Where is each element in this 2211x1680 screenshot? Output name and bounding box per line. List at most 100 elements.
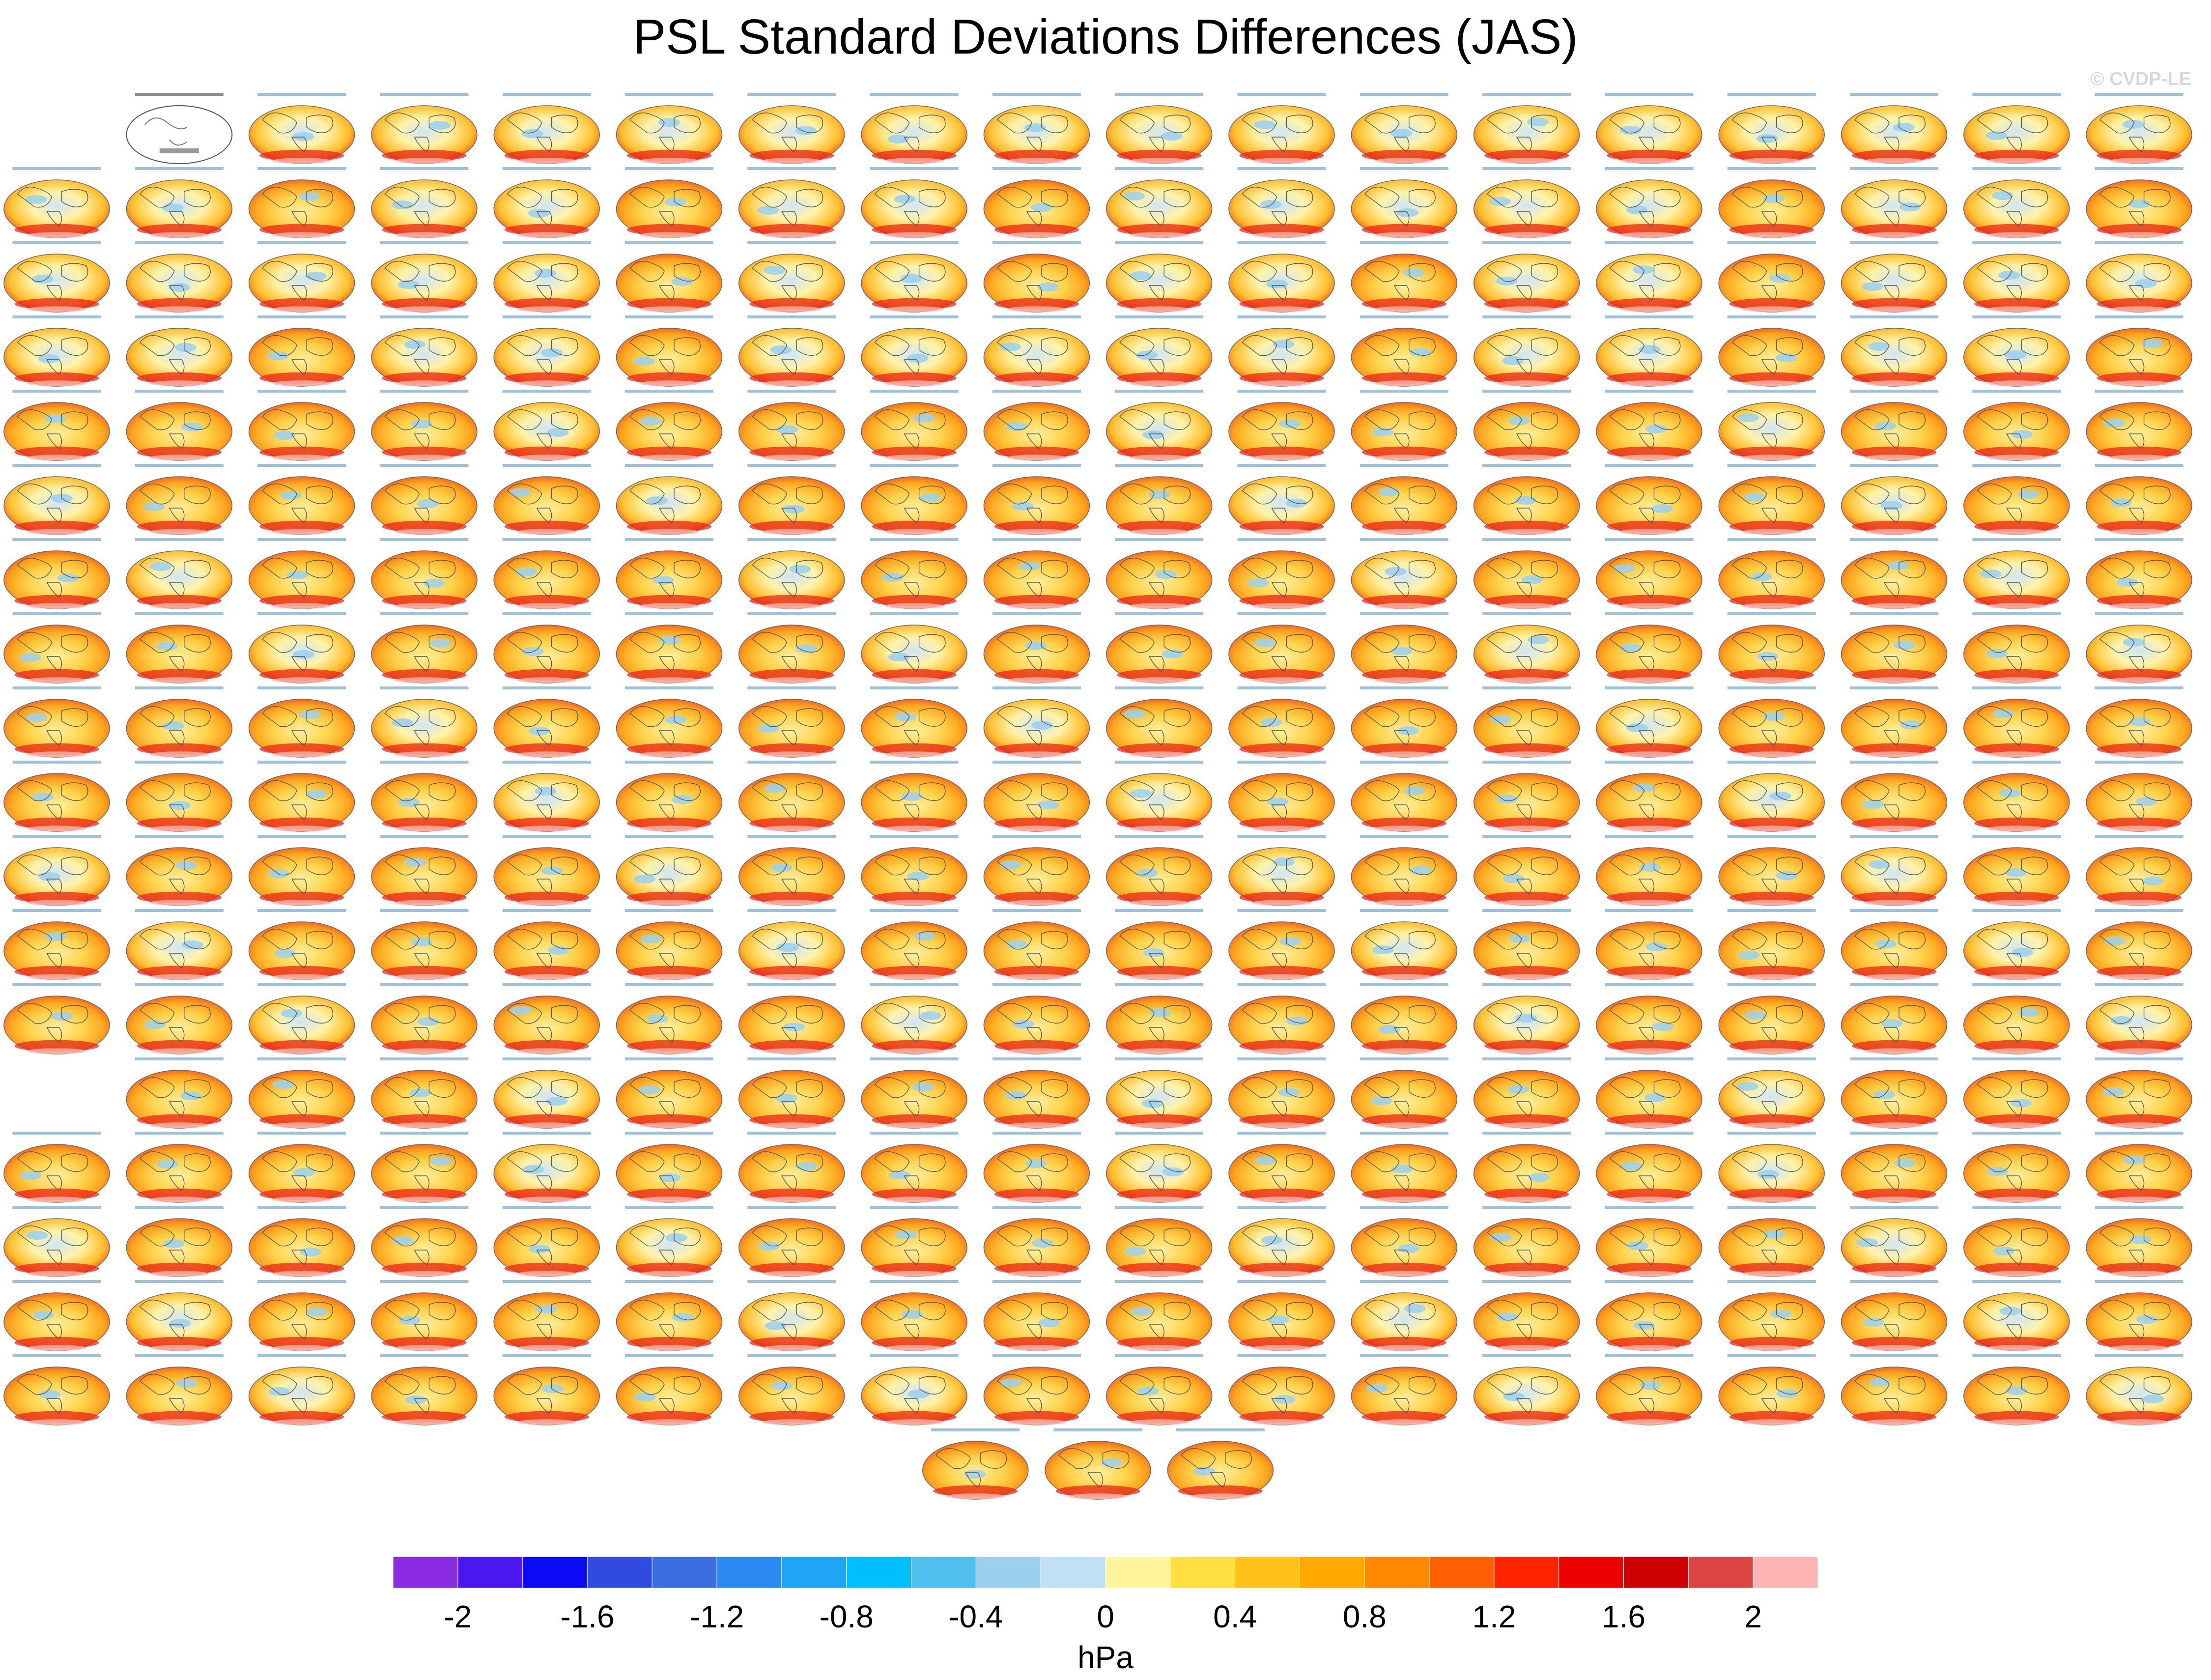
map-panel	[1718, 686, 1825, 758]
map-panel	[1351, 1057, 1458, 1129]
map-panel	[1841, 1132, 1948, 1203]
map-panel	[1718, 315, 1825, 387]
map-panel	[1473, 390, 1580, 461]
map-panel	[983, 1280, 1090, 1351]
map-panel	[2086, 241, 2192, 313]
map-panel	[2086, 909, 2192, 980]
map-panel	[493, 1132, 600, 1203]
map-panel	[1106, 167, 1213, 238]
map-panel	[3, 167, 110, 238]
map-panel	[1473, 538, 1580, 609]
map-panel	[371, 835, 478, 906]
map-panel	[493, 761, 600, 832]
map-panel	[371, 93, 478, 164]
map-panel	[126, 761, 233, 832]
map-panel	[1596, 241, 1702, 313]
map-panel	[1228, 464, 1335, 535]
map-panel	[1596, 390, 1702, 461]
map-panel	[1473, 1280, 1580, 1351]
colorbar-box	[587, 1556, 652, 1589]
map-panel	[861, 464, 967, 535]
map-panel	[1473, 909, 1580, 980]
map-panel	[1963, 93, 2070, 164]
map-panel	[493, 464, 600, 535]
map-panel	[126, 1354, 233, 1425]
map-panel	[3, 612, 110, 683]
map-panel	[493, 1280, 600, 1351]
map-panel	[1718, 835, 1825, 906]
map-panel	[1596, 1354, 1702, 1425]
colorbar-tick-label: -0.8	[820, 1599, 874, 1634]
map-panel	[126, 909, 233, 980]
map-panel	[1718, 1280, 1825, 1351]
map-panel	[1841, 1354, 1948, 1425]
map-panel	[983, 241, 1090, 313]
map-panel	[1473, 315, 1580, 387]
map-panel	[3, 1132, 110, 1203]
map-panel	[1841, 1057, 1948, 1129]
map-panel	[1963, 761, 2070, 832]
map-panel	[2086, 612, 2192, 683]
map-panel	[1351, 835, 1458, 906]
colorbar-box	[652, 1556, 717, 1589]
map-panel	[1841, 1280, 1948, 1351]
map-panel	[1718, 983, 1825, 1054]
map-panel	[1718, 1354, 1825, 1425]
map-panel	[1841, 909, 1948, 980]
map-panel	[248, 1354, 355, 1425]
map-panel	[1596, 983, 1702, 1054]
map-panel	[248, 390, 355, 461]
map-panel	[861, 390, 967, 461]
colorbar-tick-label: -0.4	[949, 1599, 1003, 1634]
map-panel	[1841, 93, 1948, 164]
map-panel	[1473, 241, 1580, 313]
map-panel	[1963, 538, 2070, 609]
map-panel	[861, 761, 967, 832]
map-panel	[1228, 1057, 1335, 1129]
map-panel	[616, 241, 723, 313]
map-panel	[983, 538, 1090, 609]
map-panel	[1841, 464, 1948, 535]
map-panel	[1963, 1280, 2070, 1351]
map-panel	[616, 93, 723, 164]
colorbar-box	[716, 1556, 782, 1589]
map-panel	[1596, 835, 1702, 906]
map-panel	[1841, 241, 1948, 313]
map-panel	[1228, 612, 1335, 683]
map-panel	[922, 1428, 1029, 1500]
map-panel	[616, 761, 723, 832]
map-panel	[371, 1206, 478, 1277]
map-panel	[1106, 686, 1213, 758]
map-panel	[248, 93, 355, 164]
map-panel	[2086, 761, 2192, 832]
map-panel	[861, 835, 967, 906]
map-panel	[1351, 1354, 1458, 1425]
map-panel	[861, 167, 967, 238]
colorbar-tick-label: 2	[1744, 1599, 1762, 1634]
map-panel	[1963, 983, 2070, 1054]
map-panel	[3, 983, 110, 1054]
map-panel	[248, 835, 355, 906]
map-panel	[738, 983, 845, 1054]
map-panel	[371, 686, 478, 758]
map-panel	[616, 1057, 723, 1129]
map-panel	[126, 1280, 233, 1351]
map-panel	[126, 315, 233, 387]
map-panel	[1963, 909, 2070, 980]
map-panel	[983, 390, 1090, 461]
map-panel	[1106, 538, 1213, 609]
map-panel	[3, 241, 110, 313]
map-panel	[616, 390, 723, 461]
colorbar-box	[1235, 1556, 1300, 1589]
map-panel	[738, 241, 845, 313]
map-panel	[1841, 538, 1948, 609]
map-panel	[493, 909, 600, 980]
map-panel	[1106, 1057, 1213, 1129]
map-panel	[1473, 761, 1580, 832]
map-panel	[738, 835, 845, 906]
map-panel	[1963, 315, 2070, 387]
map-panel	[1596, 1280, 1702, 1351]
map-panel	[738, 1206, 845, 1277]
map-panel	[1963, 464, 2070, 535]
